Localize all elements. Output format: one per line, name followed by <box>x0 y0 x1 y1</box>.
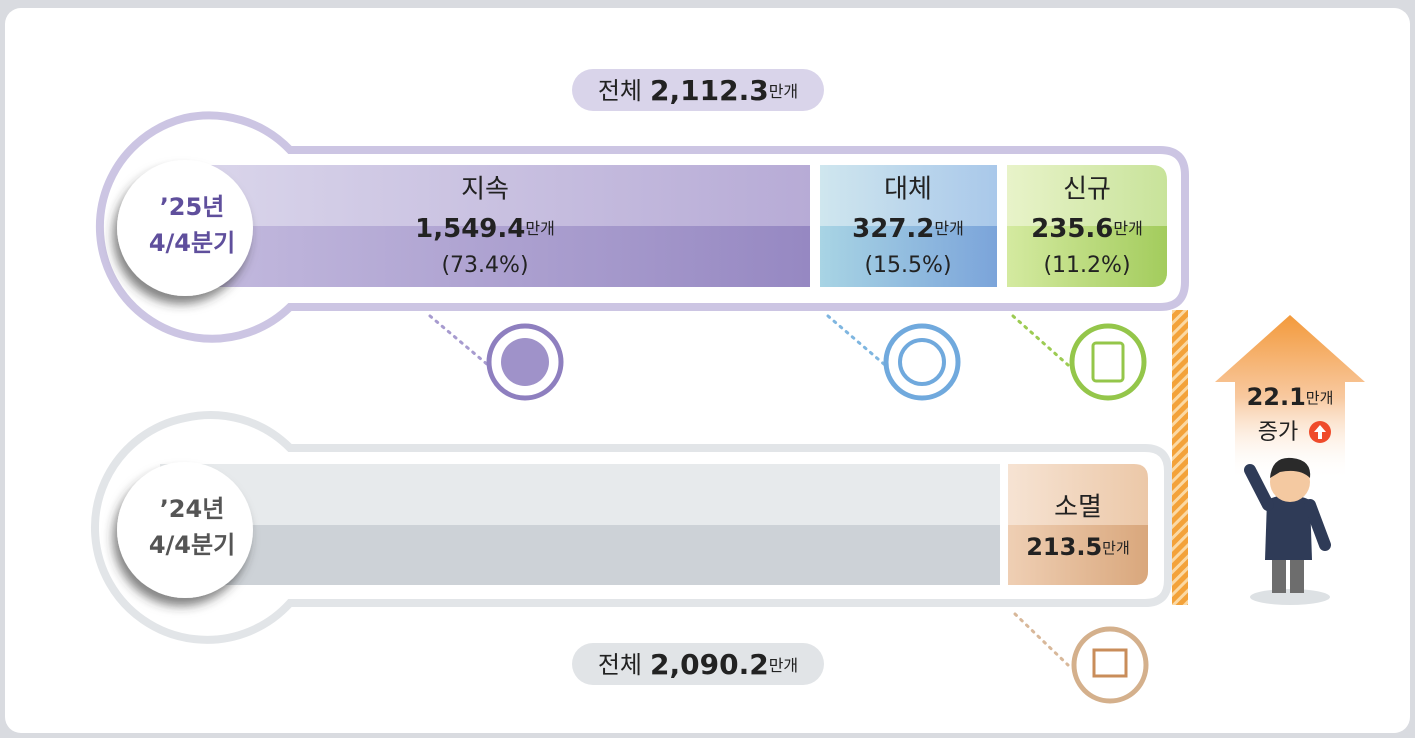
label: 전체 <box>598 651 642 679</box>
unit: 만개 <box>525 219 554 238</box>
segment-value: 213.5만개 <box>1026 533 1130 561</box>
value: 2,090.2 <box>650 648 769 681</box>
total-pill <box>572 643 824 685</box>
period: ’24년 <box>160 495 225 523</box>
segment-value: 235.6만개 <box>1031 214 1143 244</box>
segment-name: 대체 <box>884 175 932 205</box>
segment-share: (11.2%) <box>1043 253 1130 278</box>
segment-share: (73.4%) <box>441 253 528 278</box>
segment <box>160 165 810 226</box>
segment <box>1007 226 1167 287</box>
up-icon <box>1314 425 1326 439</box>
value: 1,549.4 <box>415 214 525 244</box>
segment-share: (15.5%) <box>864 253 951 278</box>
segment-name: 지속 <box>461 175 509 205</box>
unit: 만개 <box>934 219 963 238</box>
total-pill <box>572 69 824 111</box>
segment-name: 신규 <box>1063 175 1111 205</box>
period-badge <box>117 462 253 598</box>
segment <box>820 226 997 287</box>
difference-bar <box>1172 310 1188 605</box>
connectors <box>428 314 1070 667</box>
value: 2,112.3 <box>650 74 769 107</box>
value: 327.2 <box>852 214 934 244</box>
person <box>1244 457 1331 605</box>
icon <box>486 323 564 401</box>
segment-name: 소멸 <box>1054 493 1102 523</box>
value: 213.5 <box>1026 533 1102 561</box>
top-total: 전체 2,112.3만개 <box>598 74 798 107</box>
value: 22.1 <box>1247 383 1306 411</box>
segment <box>160 226 810 287</box>
bottom-total: 전체 2,090.2만개 <box>598 648 798 681</box>
label: 전체 <box>598 77 642 105</box>
bar <box>160 525 1000 585</box>
bar <box>160 464 1000 525</box>
icon <box>883 323 961 401</box>
icon <box>1069 323 1147 401</box>
increase-label: 증가 <box>1258 420 1298 445</box>
unit: 만개 <box>769 656 798 675</box>
segment-value: 327.2만개 <box>852 214 964 244</box>
period-badge <box>117 160 253 296</box>
period: ’25년 <box>160 193 225 221</box>
period: 4/4분기 <box>149 229 235 257</box>
unit: 만개 <box>1102 539 1130 557</box>
value: 235.6 <box>1031 214 1113 244</box>
icon <box>1071 626 1149 704</box>
period: 4/4분기 <box>149 531 235 559</box>
increase-value: 22.1만개 <box>1247 383 1334 411</box>
unit: 만개 <box>1306 389 1334 407</box>
segment <box>820 165 997 226</box>
segment <box>1008 525 1148 585</box>
unit: 만개 <box>769 82 798 101</box>
segment-value: 1,549.4만개 <box>415 214 555 244</box>
unit: 만개 <box>1113 219 1142 238</box>
